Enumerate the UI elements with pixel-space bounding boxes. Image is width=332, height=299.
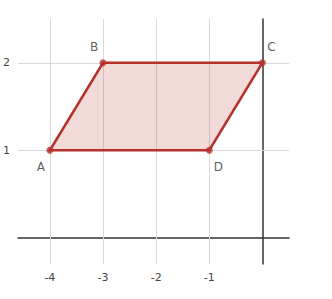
svg-text:2: 2 — [3, 56, 10, 69]
svg-text:C: C — [267, 40, 275, 54]
svg-text:A: A — [37, 160, 46, 174]
svg-text:-4: -4 — [44, 271, 55, 284]
svg-text:-3: -3 — [98, 271, 109, 284]
svg-text:-1: -1 — [204, 271, 215, 284]
svg-text:D: D — [214, 160, 223, 174]
svg-text:B: B — [90, 40, 98, 54]
svg-text:-2: -2 — [151, 271, 162, 284]
svg-text:1: 1 — [3, 144, 10, 157]
